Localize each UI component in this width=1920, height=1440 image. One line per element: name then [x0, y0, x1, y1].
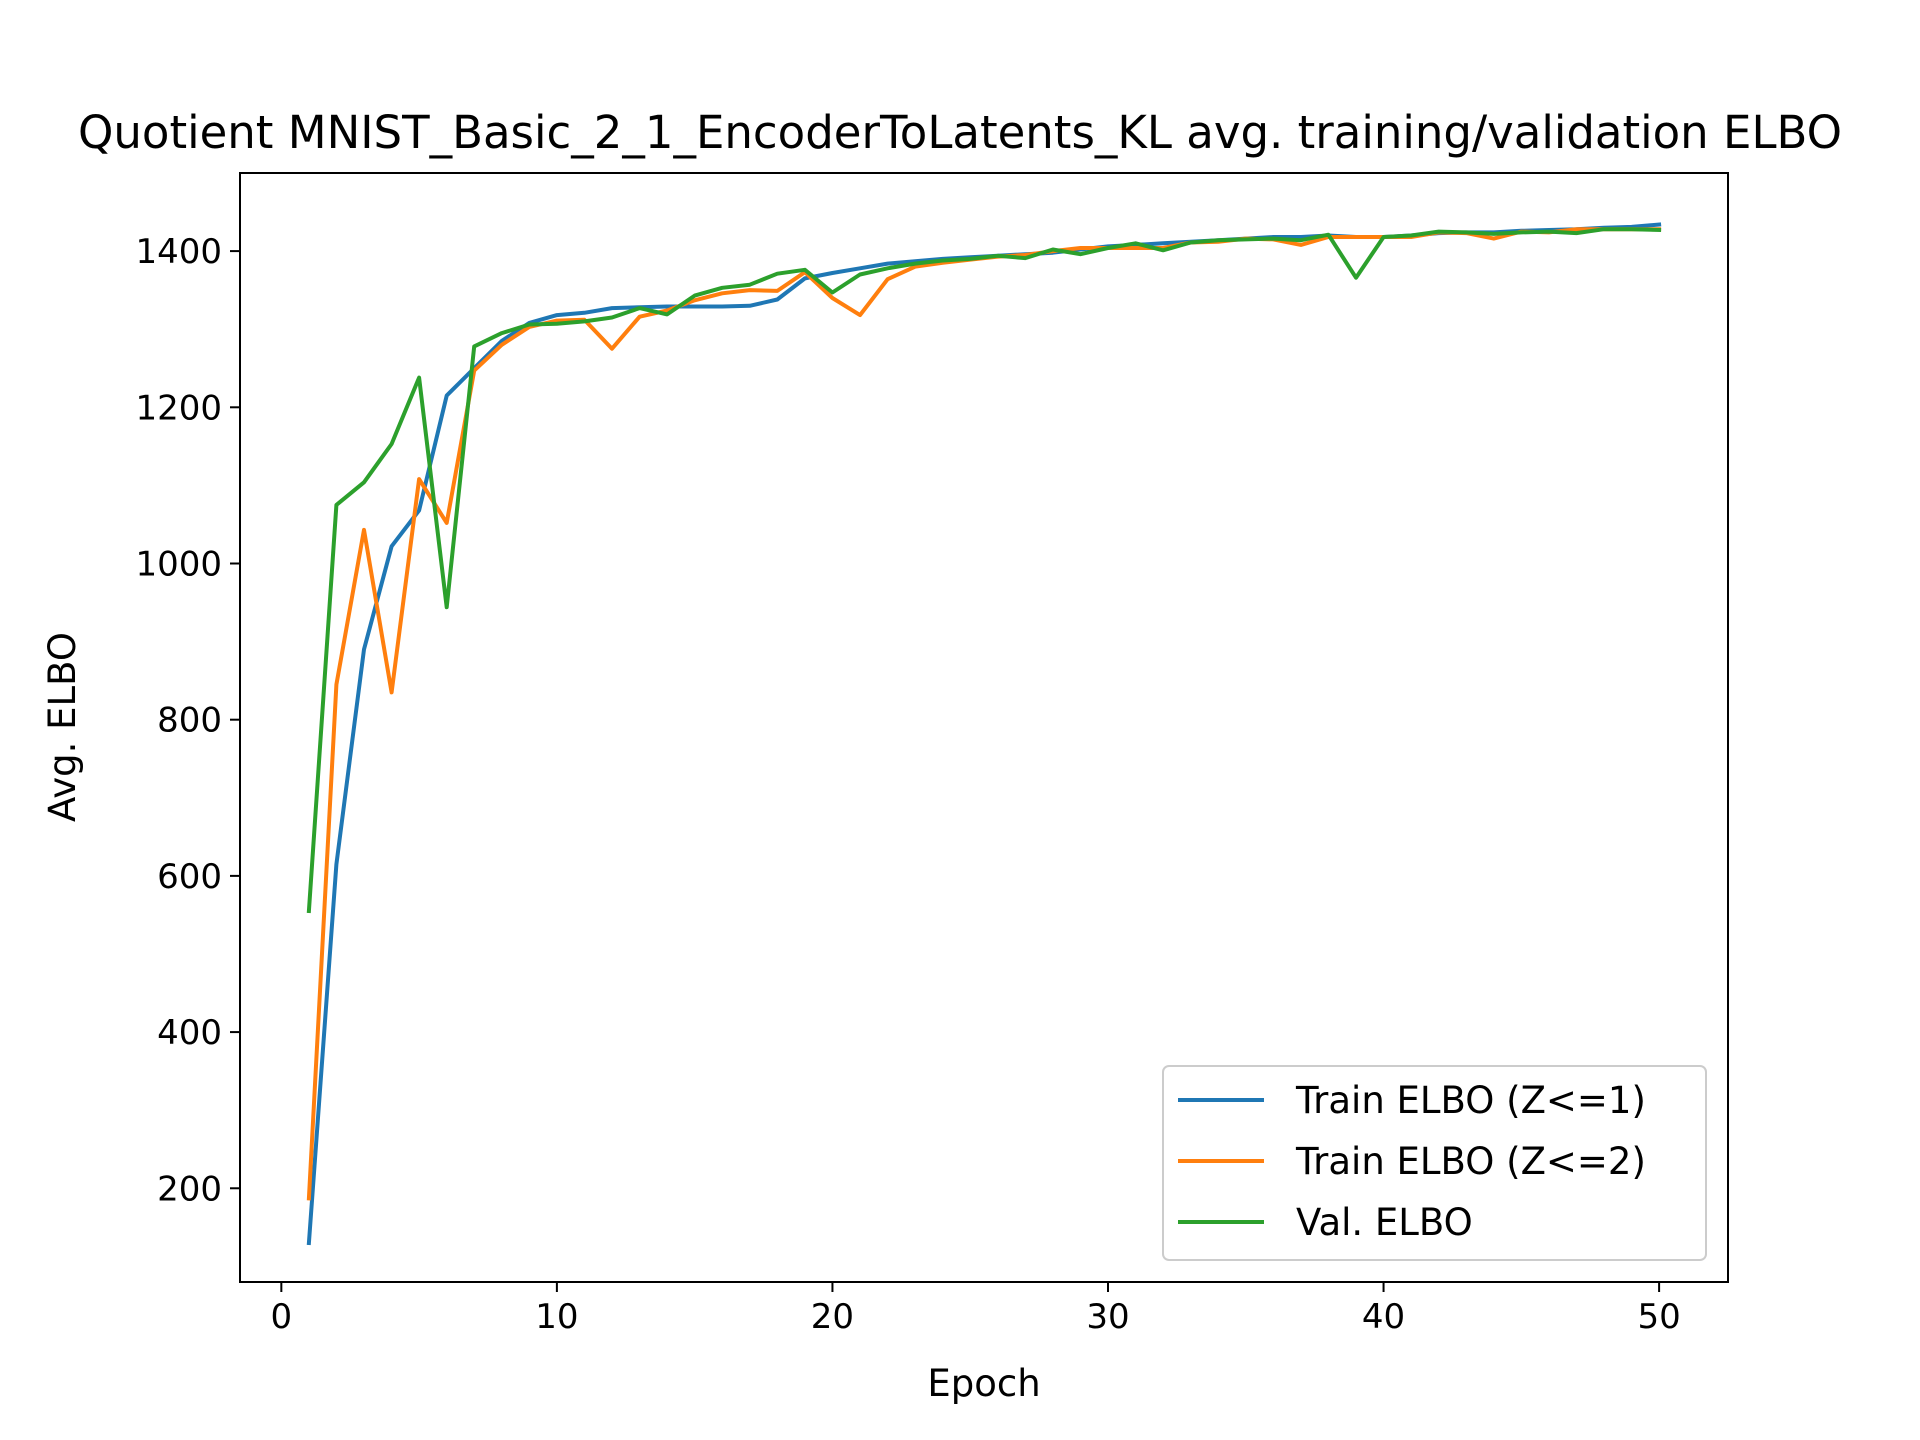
x-tick-label: 40 [1362, 1297, 1405, 1337]
chart-title: Quotient MNIST_Basic_2_1_EncoderToLatent… [78, 106, 1842, 159]
y-tick-label: 1000 [135, 544, 222, 584]
y-tick-label: 400 [157, 1013, 222, 1053]
y-axis: 200 400 600 800 1000 1200 1400 [135, 232, 240, 1209]
x-tick-label: 10 [535, 1297, 578, 1337]
y-tick-label: 200 [157, 1169, 222, 1209]
legend-label-1: Train ELBO (Z<=1) [1295, 1079, 1646, 1122]
series-line-2 [306, 227, 1662, 1201]
axes-frame [239, 172, 1729, 1283]
y-axis-label: Avg. ELBO [41, 632, 84, 822]
y-tick-label: 800 [157, 701, 222, 741]
x-tick-label: 0 [271, 1297, 293, 1337]
x-axis-label: Epoch [927, 1362, 1040, 1405]
legend-label-2: Train ELBO (Z<=2) [1295, 1140, 1646, 1183]
plot-area [306, 222, 1662, 1246]
x-tick-label: 20 [811, 1297, 854, 1337]
legend-label-3: Val. ELBO [1296, 1201, 1473, 1244]
x-tick-label: 50 [1637, 1297, 1680, 1337]
x-tick-label: 30 [1086, 1297, 1129, 1337]
y-tick-label: 1400 [135, 232, 222, 272]
legend-box [1162, 1065, 1707, 1261]
y-tick-label: 600 [157, 857, 222, 897]
series-line-3 [306, 227, 1662, 914]
x-axis: 0 10 20 30 40 50 [271, 1282, 1681, 1337]
legend: Train ELBO (Z<=1) Train ELBO (Z<=2) Val. E… [1162, 1065, 1707, 1261]
y-tick-label: 1200 [135, 388, 222, 428]
